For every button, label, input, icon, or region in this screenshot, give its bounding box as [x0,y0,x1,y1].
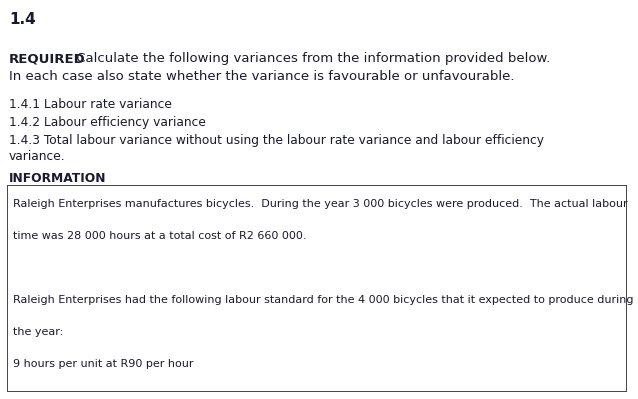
Text: Raleigh Enterprises manufactures bicycles.  During the year 3 000 bicycles were : Raleigh Enterprises manufactures bicycle… [13,200,628,209]
Text: INFORMATION: INFORMATION [9,172,107,185]
Text: 1.4.1 Labour rate variance: 1.4.1 Labour rate variance [9,99,172,111]
Text: 1.4.3 Total labour variance without using the labour rate variance and labour ef: 1.4.3 Total labour variance without usin… [9,134,544,146]
Text: the year:: the year: [13,327,63,337]
Text: In each case also state whether the variance is favourable or unfavourable.: In each case also state whether the vari… [9,71,514,83]
Text: 9 hours per unit at R90 per hour: 9 hours per unit at R90 per hour [13,359,194,369]
Text: Raleigh Enterprises had the following labour standard for the 4 000 bicycles tha: Raleigh Enterprises had the following la… [13,295,634,305]
Text: variance.: variance. [9,150,66,163]
Text: 1.4.2 Labour efficiency variance: 1.4.2 Labour efficiency variance [9,116,206,129]
Text: 1.4: 1.4 [9,12,36,27]
Text: time was 28 000 hours at a total cost of R2 660 000.: time was 28 000 hours at a total cost of… [13,231,307,241]
Text: REQUIRED: REQUIRED [9,52,85,65]
Text: Calculate the following variances from the information provided below.: Calculate the following variances from t… [71,52,550,65]
